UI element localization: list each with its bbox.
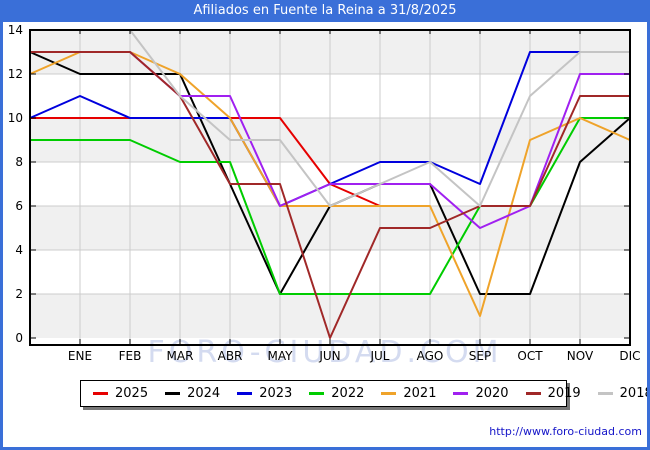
legend-label-2022: 2022 [331,386,365,401]
watermark: FORO-CIUDAD.COM [148,335,503,370]
y-axis-label-4: 4 [15,243,23,257]
chart-legend: 2025 2024 2023 2022 2021 2020 2019 2018 [80,380,650,407]
legend-item-2019: 2019 [525,386,581,401]
legend-label-2025: 2025 [115,386,149,401]
y-axis-label-0: 0 [15,331,23,345]
window-frame-bottom [0,447,650,450]
x-axis-label-NOV: NOV [567,349,594,363]
legend-item-2021: 2021 [381,386,436,401]
legend-swatch-2023 [237,392,253,395]
title-bar: Afiliados en Fuente la Reina a 31/8/2025 [0,0,650,22]
legend-label-2019: 2019 [547,386,581,401]
legend-item-2025: 2025 [93,386,148,401]
legend-item-2024: 2024 [165,386,220,401]
legend-label-2023: 2023 [259,386,293,401]
page-title: Afiliados en Fuente la Reina a 31/8/2025 [193,3,457,18]
y-axis-label-14: 14 [8,23,23,37]
y-axis-label-10: 10 [8,111,23,125]
legend-label-2020: 2020 [475,386,509,401]
legend-item-2022: 2022 [309,386,364,401]
legend-item-2018: 2018 [597,386,650,401]
y-axis-label-8: 8 [15,155,23,169]
series-line-2019 [30,51,630,339]
legend-swatch-2021 [381,392,397,395]
x-axis-label-MAR: MAR [167,349,194,363]
x-axis-label-DIC: DIC [619,349,640,363]
legend-swatch-2022 [309,392,325,395]
x-axis-label-ENE: ENE [68,349,92,363]
legend-label-2021: 2021 [403,386,437,401]
legend-item-2023: 2023 [237,386,292,401]
y-axis-label-12: 12 [8,67,23,81]
x-axis-label-MAY: MAY [268,349,294,363]
x-axis-label-OCT: OCT [517,349,543,363]
x-axis-label-ABR: ABR [218,349,243,363]
legend-label-2018: 2018 [619,386,650,401]
legend-swatch-2019 [525,392,541,395]
x-axis-label-AGO: AGO [417,349,444,363]
footer-url-link[interactable]: http://www.foro-ciudad.com [489,425,642,438]
x-axis-label-JUN: JUN [318,349,340,363]
legend-swatch-2018 [597,392,613,395]
legend-swatch-2020 [453,392,469,395]
x-axis-label-JUL: JUL [369,349,389,363]
legend-item-2020: 2020 [453,386,509,401]
legend-swatch-2024 [165,392,181,395]
window-frame-left [0,0,3,450]
x-axis-label-SEP: SEP [469,349,491,363]
legend-label-2024: 2024 [187,386,221,401]
y-axis-label-2: 2 [15,287,23,301]
legend-swatch-2025 [93,392,108,395]
x-axis-label-FEB: FEB [119,349,142,363]
y-axis-label-6: 6 [15,199,23,213]
window-frame-right [647,0,650,450]
